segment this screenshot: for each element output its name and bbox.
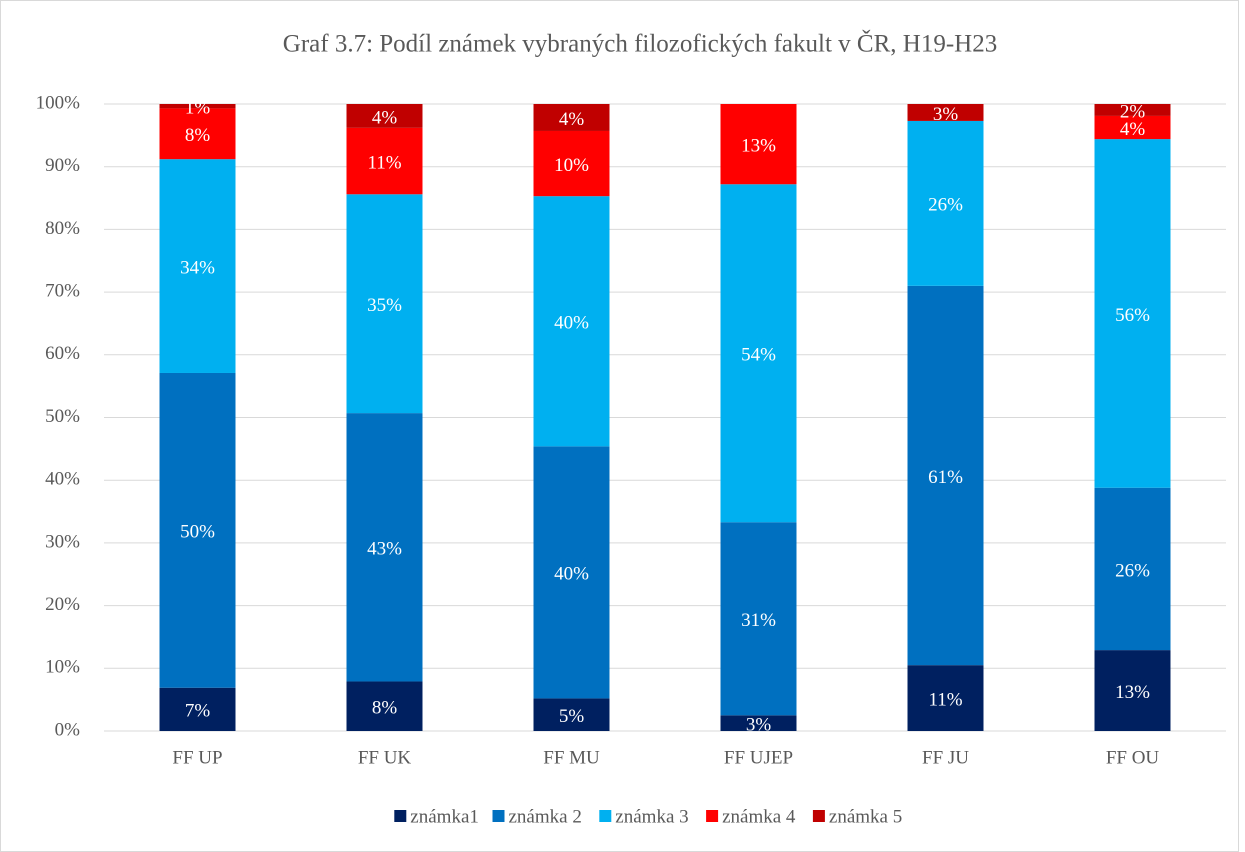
x-tick-label: FF JU (922, 747, 969, 768)
data-label: 40% (554, 313, 589, 334)
y-tick-label: 90% (45, 155, 80, 176)
chart-title: Graf 3.7: Podíl známek vybraných filozof… (283, 30, 997, 58)
data-label: 13% (1115, 682, 1150, 703)
bar-segment (159, 108, 236, 160)
y-tick-label: 70% (45, 280, 80, 301)
data-label: 31% (741, 610, 776, 631)
data-label: 5% (559, 706, 585, 727)
y-tick-label: 80% (45, 218, 80, 239)
bar-segment (1094, 650, 1171, 731)
y-tick-label: 10% (45, 657, 80, 678)
legend-swatch (706, 810, 719, 822)
bar-segment (533, 698, 610, 731)
data-label: 11% (928, 689, 962, 710)
bar-segment (533, 104, 610, 131)
bar-segment (1094, 487, 1171, 651)
data-label: 3% (746, 715, 772, 736)
data-label: 10% (554, 155, 589, 176)
bar-segment (720, 184, 797, 523)
bar-segment (159, 372, 236, 688)
data-label: 40% (554, 564, 589, 585)
bar-segment (159, 104, 236, 109)
legend-label: známka 5 (829, 806, 902, 827)
bar-segment (346, 104, 423, 128)
data-label: 13% (741, 135, 776, 156)
data-label: 4% (559, 109, 585, 130)
x-tick-label: FF UP (172, 747, 222, 768)
bar-segment (907, 120, 984, 286)
x-tick-label: FF MU (543, 747, 600, 768)
bar-segment (346, 413, 423, 682)
y-tick-label: 100% (36, 92, 81, 113)
bar-segment (720, 522, 797, 716)
bar-segment (159, 687, 236, 731)
y-tick-label: 0% (55, 719, 81, 740)
y-tick-label: 50% (45, 406, 80, 427)
data-label: 61% (928, 467, 963, 488)
data-label: 43% (367, 539, 402, 560)
data-label: 7% (185, 701, 211, 722)
bar-segment (533, 130, 610, 197)
y-tick-label: 20% (45, 594, 80, 615)
data-label: 56% (1115, 305, 1150, 326)
bar-segment (533, 446, 610, 699)
y-tick-label: 30% (45, 531, 80, 552)
data-label: 8% (372, 698, 398, 719)
data-label: 26% (1115, 560, 1150, 581)
x-tick-label: FF UJEP (724, 747, 793, 768)
data-label: 50% (180, 522, 215, 543)
legend-swatch (492, 810, 505, 822)
bar-segment (720, 715, 797, 731)
legend-swatch (812, 810, 825, 822)
x-tick-label: FF UK (358, 747, 412, 768)
data-label: 34% (180, 257, 215, 278)
legend-swatch (599, 810, 612, 822)
bar-segment (1094, 139, 1171, 488)
bar-segment (533, 196, 610, 447)
bar-segment (907, 104, 984, 121)
x-tick-label: FF OU (1106, 747, 1160, 768)
bar-segment (159, 159, 236, 373)
data-label: 8% (185, 125, 211, 146)
legend-label: známka 2 (509, 806, 582, 827)
data-label: 54% (741, 345, 776, 366)
data-label: 35% (367, 295, 402, 316)
bar-segment (907, 665, 984, 731)
legend-label: známka 3 (615, 806, 688, 827)
bar-segment (1094, 104, 1171, 116)
data-label: 26% (928, 195, 963, 216)
bar-segment (346, 681, 423, 731)
bar-segment (720, 104, 797, 185)
legend-label: známka1 (410, 806, 479, 827)
bar-segment (346, 194, 423, 414)
data-label: 2% (1120, 101, 1146, 122)
y-tick-label: 60% (45, 343, 80, 364)
legend-swatch (394, 810, 407, 822)
data-label: 11% (367, 152, 401, 173)
data-label: 4% (1120, 119, 1146, 140)
y-tick-label: 40% (45, 469, 80, 490)
data-label: 4% (372, 107, 398, 128)
data-label: 3% (933, 104, 959, 125)
bar-segment (346, 127, 423, 195)
bar-segment (1094, 115, 1171, 140)
legend-label: známka 4 (722, 806, 796, 827)
data-label: 1% (185, 98, 211, 119)
bar-segment (907, 285, 984, 666)
